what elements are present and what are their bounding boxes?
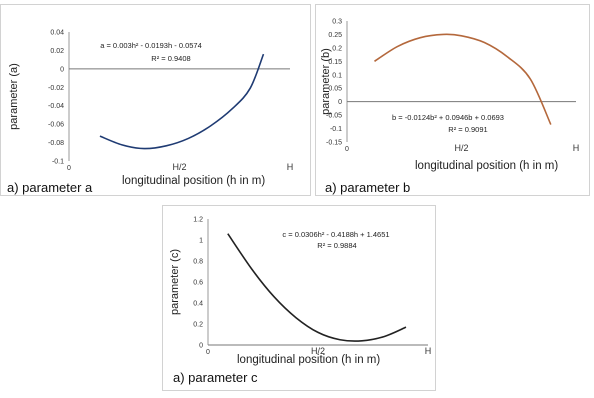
chart-a-svg: 0.040.020-0.02-0.04-0.06-0.08-0.10 H/2 Hpa… (8, 30, 294, 173)
chart-a-r2: R² = 0.9408 (151, 54, 190, 63)
chart-c-ytick-0: 1.2 (193, 217, 203, 224)
chart-a-ytick-7: -0.1 (52, 159, 64, 166)
chart-b-xtick-1: H/2 (454, 143, 468, 153)
chart-b-xlabel: longitudinal position (h in m) (415, 160, 559, 172)
chart-a-ytick-0: 0.04 (50, 30, 64, 37)
chart-b-equation: b = -0.0124b² + 0.0946b + 0.0693 (392, 113, 504, 122)
chart-c-ytick-2: 0.8 (193, 259, 203, 266)
chart-b-ytick-0: 0.3 (332, 19, 342, 26)
chart-c-caption: a) parameter c (173, 370, 258, 385)
chart-a-xlabel: longitudinal position (h in m) (122, 175, 266, 187)
chart-c-equation: c = 0.0306h² - 0.4188h + 1.4651 (282, 230, 389, 239)
chart-a-ytick-1: 0.02 (50, 48, 64, 55)
chart-c-series-line-0 (227, 233, 407, 342)
chart-b-xtick-2: H (573, 143, 580, 153)
chart-a-ytick-4: -0.04 (48, 103, 64, 110)
chart-b-xtick-0: 0 (345, 146, 349, 153)
chart-a-equation: a = 0.003h² - 0.0193h - 0.0574 (100, 41, 202, 50)
chart-b-series-line-0 (374, 33, 552, 125)
chart-c-ytick-1: 1 (199, 238, 203, 245)
chart-b-ytick-6: 0 (338, 99, 342, 106)
chart-c-r2: R² = 0.9884 (317, 241, 356, 250)
chart-a-ytick-6: -0.08 (48, 140, 64, 147)
chart-c-ytick-6: 0 (199, 343, 203, 350)
chart-a-ytick-2: 0 (60, 66, 64, 73)
chart-c-xtick-1: H/2 (311, 346, 325, 356)
chart-c-ytick-4: 0.4 (193, 301, 203, 308)
chart-a-xtick-2: H (287, 162, 294, 172)
chart-b-caption: a) parameter b (325, 180, 411, 195)
chart-b-r2: R² = 0.9091 (448, 125, 487, 134)
chart-panel-b: 0.3 0.25 0.2 0.15 0.1 0.05 0 -0.05 -0.1 -0.15 0 H/2… (315, 4, 590, 196)
chart-a-series-line-0 (99, 53, 265, 150)
chart-b-svg: 0.30.250.20.150.10.050-0.05-0.1-0.150 H/2… (320, 19, 580, 154)
chart-b-ytick-8: -0.1 (330, 126, 342, 133)
chart-a-xtick-0: 0 (67, 165, 71, 172)
chart-a-ytick-5: -0.06 (48, 122, 64, 129)
chart-b-ytick-7: -0.05 (326, 113, 342, 120)
chart-a-ytick-3: -0.02 (48, 85, 64, 92)
chart-b-ytick-9: -0.15 (326, 140, 342, 147)
chart-c-xtick-2: H (425, 346, 432, 356)
chart-b-ytick-2: 0.2 (332, 45, 342, 52)
chart-c-ylabel: parameter (c) (169, 249, 181, 315)
chart-c-ytick-5: 0.2 (193, 322, 203, 329)
chart-a-caption: a) parameter a (7, 180, 93, 195)
chart-c-ytick-3: 0.6 (193, 280, 203, 287)
chart-b-ylabel: parameter (b) (320, 48, 332, 115)
chart-a-xtick-1: H/2 (172, 162, 186, 172)
chart-b-ytick-4: 0.1 (332, 72, 342, 79)
chart-b-ytick-3: 0.15 (328, 59, 342, 66)
chart-c-xtick-0: 0 (206, 349, 210, 356)
chart-c-xlabel: longitudinal position (h in m) (237, 354, 381, 366)
chart-b-ytick-5: 0.05 (328, 86, 342, 93)
chart-b-ytick-1: 0.25 (328, 32, 342, 39)
chart-a-ylabel: parameter (a) (8, 63, 20, 130)
